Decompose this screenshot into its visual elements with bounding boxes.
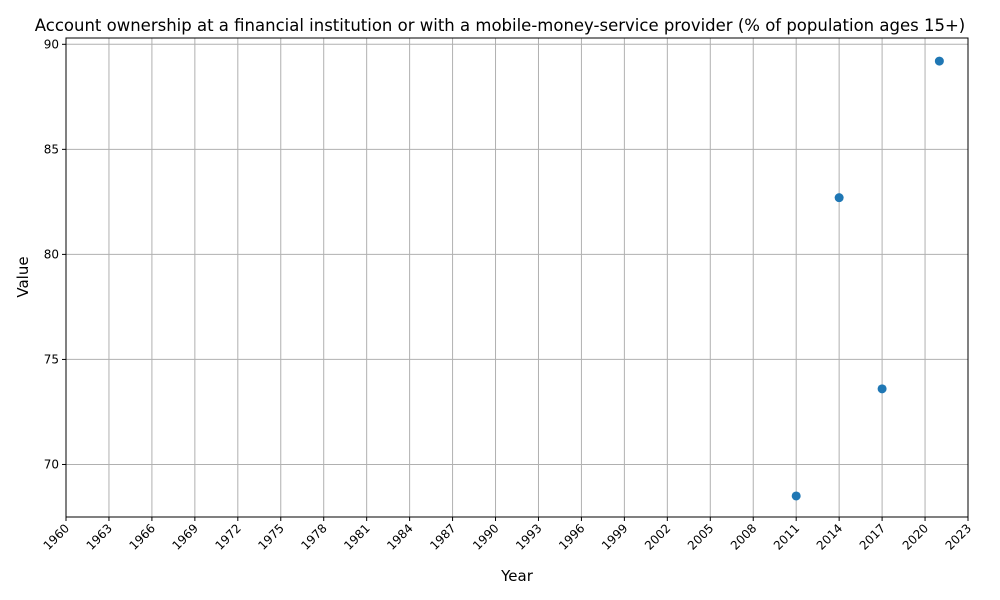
- data-point: [834, 193, 844, 203]
- x-tick-label: 2008: [728, 521, 759, 552]
- x-axis-label: Year: [500, 567, 534, 585]
- x-tick-label: 2023: [943, 521, 974, 552]
- x-tick-label: 1981: [341, 521, 372, 552]
- x-tick-label: 2020: [900, 521, 931, 552]
- x-tick-label: 1963: [84, 521, 115, 552]
- x-tick-label: 1969: [169, 521, 200, 552]
- x-tick-label: 1972: [212, 521, 243, 552]
- data-point: [791, 491, 801, 501]
- x-tick-label: 1984: [384, 521, 415, 552]
- x-tick-label: 1996: [556, 521, 587, 552]
- plot-frame: [65, 37, 969, 518]
- ticks-layer: 1960 1963 1966 1969 1972 1975 1978 1981 1984 1987…: [41, 37, 974, 552]
- data-point: [934, 56, 944, 66]
- x-tick-label: 1975: [255, 521, 286, 552]
- data-point: [877, 384, 887, 394]
- y-tick-label: 85: [44, 142, 59, 156]
- chart-title: Account ownership at a financial institu…: [35, 16, 965, 35]
- x-tick-label: 1960: [41, 521, 72, 552]
- grid-layer: [65, 38, 969, 517]
- x-tick-label: 1978: [298, 521, 329, 552]
- x-tick-label: 1987: [427, 521, 458, 552]
- points-layer: [791, 56, 944, 501]
- x-tick-label: 1990: [470, 521, 501, 552]
- x-tick-label: 1999: [599, 521, 630, 552]
- y-tick-label: 80: [44, 247, 59, 261]
- x-tick-label: 2002: [642, 521, 673, 552]
- y-tick-label: 70: [44, 457, 59, 471]
- y-axis-label: Value: [14, 256, 32, 297]
- x-tick-label: 2005: [685, 521, 716, 552]
- x-tick-label: 2017: [857, 521, 888, 552]
- x-tick-label: 1993: [513, 521, 544, 552]
- x-tick-label: 2011: [771, 521, 802, 552]
- x-tick-label: 2014: [814, 521, 845, 552]
- x-tick-label: 1966: [127, 521, 158, 552]
- y-tick-label: 90: [44, 37, 59, 51]
- y-tick-label: 75: [44, 352, 59, 366]
